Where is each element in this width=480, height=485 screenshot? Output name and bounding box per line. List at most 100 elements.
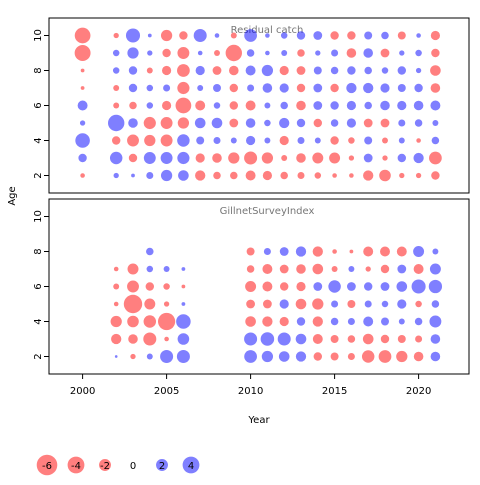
bubble: [330, 317, 339, 326]
bubble: [77, 100, 88, 111]
bubble: [113, 172, 119, 179]
bubble: [175, 97, 192, 114]
bubble: [279, 65, 289, 76]
bubble: [432, 120, 439, 126]
bubble: [176, 314, 191, 329]
bubble: [382, 137, 388, 144]
bubble: [213, 171, 221, 180]
legend-bubble: [36, 454, 58, 476]
legend-label: -4: [71, 461, 81, 472]
bubble: [431, 300, 440, 308]
bubble: [416, 33, 421, 38]
bubble: [330, 66, 339, 75]
bubble: [279, 135, 289, 146]
bubble: [381, 317, 389, 326]
y-axis-label: Age: [7, 186, 18, 205]
bubble: [128, 66, 138, 75]
bubble: [144, 134, 156, 147]
legend-bubble: [99, 459, 111, 471]
bubble: [143, 116, 156, 130]
legend-label: 2: [159, 461, 165, 472]
bubble: [113, 85, 120, 91]
bubble: [382, 155, 388, 161]
bubble: [246, 299, 256, 309]
bubble: [413, 100, 424, 111]
bubble: [378, 350, 392, 363]
bubble: [128, 118, 138, 128]
bubble: [279, 316, 289, 327]
bubble: [163, 283, 170, 290]
bubble: [415, 49, 422, 57]
bubble: [430, 334, 441, 344]
bubble: [245, 118, 256, 128]
bubble: [246, 49, 255, 57]
bubble: [430, 100, 441, 111]
bubble: [347, 352, 355, 361]
bubble: [177, 333, 190, 345]
panel-0: Residual catch: [48, 17, 470, 194]
bubble: [381, 300, 389, 308]
bubble: [128, 153, 138, 163]
bubble: [396, 281, 408, 292]
bubble: [330, 352, 339, 361]
bubble: [214, 50, 220, 56]
bubble: [160, 117, 173, 129]
bubble: [261, 152, 274, 164]
bubble: [315, 50, 321, 56]
bubble: [296, 83, 306, 93]
bubble: [313, 118, 322, 128]
bubble: [195, 100, 206, 111]
bubble: [146, 353, 153, 360]
bubble: [381, 31, 389, 40]
bubble: [127, 315, 139, 328]
bubble: [347, 317, 355, 326]
bubble: [213, 84, 221, 92]
bubble: [245, 316, 256, 327]
legend-item: -4: [67, 456, 85, 474]
y-tick-label: 8: [33, 67, 44, 73]
bubble: [347, 335, 356, 343]
bubble: [380, 334, 390, 344]
bubble: [145, 282, 154, 291]
bubble: [363, 82, 374, 94]
bubble: [262, 316, 273, 327]
bubble: [130, 353, 136, 360]
legend-item: 4: [182, 456, 200, 474]
bubble: [74, 27, 91, 44]
legend-bubble: [182, 456, 200, 474]
bubble: [431, 171, 440, 180]
bubble: [244, 332, 258, 346]
bubble: [399, 50, 405, 56]
bubble: [414, 119, 423, 127]
bubble: [347, 66, 356, 75]
bubble: [160, 134, 173, 147]
bubble: [246, 135, 256, 146]
y-tick-label: 2: [33, 172, 44, 178]
y-tick-label: 4: [33, 318, 44, 324]
bubble: [312, 263, 324, 275]
bubble: [431, 48, 440, 58]
bubble: [146, 67, 153, 74]
legend-label: 4: [188, 461, 194, 472]
bubble: [127, 280, 139, 293]
bubble: [279, 83, 289, 93]
bubble: [397, 66, 406, 75]
bubble: [397, 84, 406, 92]
bubble: [411, 279, 426, 294]
bubble: [381, 67, 389, 74]
bubble: [296, 264, 306, 274]
y-tick-label: 8: [33, 248, 44, 254]
bubble: [264, 119, 271, 127]
bubble: [162, 100, 172, 111]
bubble: [146, 84, 154, 92]
bubble: [160, 349, 174, 364]
bubble: [212, 66, 222, 75]
bubble: [230, 32, 237, 39]
bubble: [197, 50, 203, 56]
bubble: [380, 118, 390, 128]
bubble: [332, 249, 337, 254]
bubble: [131, 173, 135, 178]
bubble: [178, 170, 189, 181]
bubble: [213, 102, 221, 109]
